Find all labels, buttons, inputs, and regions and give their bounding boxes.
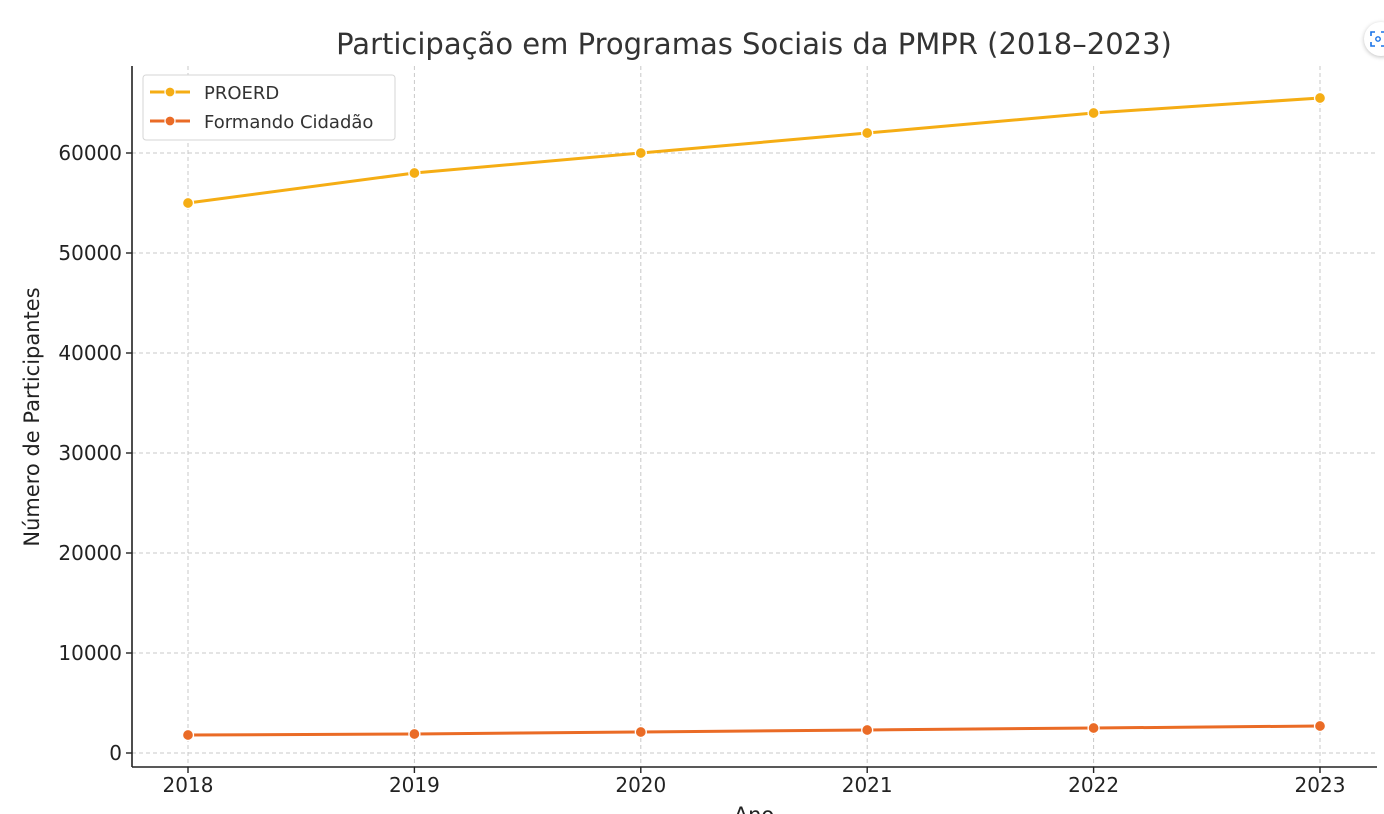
series-group bbox=[181, 91, 1327, 742]
x-tick-label: 2022 bbox=[1068, 773, 1119, 797]
y-axis-ticks: 0 10000 20000 30000 40000 50000 60000 bbox=[58, 141, 132, 765]
data-point-formando-cidadao bbox=[1087, 721, 1100, 735]
data-point-proerd bbox=[861, 126, 874, 140]
x-tick-label: 2023 bbox=[1295, 773, 1346, 797]
x-tick-label: 2019 bbox=[389, 773, 440, 797]
data-point-proerd bbox=[181, 196, 195, 210]
data-point-proerd bbox=[634, 146, 647, 160]
legend-marker-formando-cidadao bbox=[164, 115, 176, 127]
data-point-formando-cidadao bbox=[1313, 719, 1327, 733]
corner-action-button[interactable] bbox=[1364, 22, 1384, 56]
y-tick-label: 20000 bbox=[58, 541, 122, 565]
data-point-formando-cidadao bbox=[408, 727, 421, 741]
y-axis-label: Número de Participantes bbox=[20, 287, 44, 546]
legend-label-formando-cidadao: Formando Cidadão bbox=[204, 112, 373, 133]
y-tick-label: 30000 bbox=[58, 441, 122, 465]
legend: PROERD Formando Cidadão bbox=[142, 74, 396, 141]
series-line-formando-cidadao bbox=[187, 724, 1321, 737]
x-tick-label: 2020 bbox=[615, 773, 666, 797]
x-tick-label: 2021 bbox=[842, 773, 893, 797]
x-tick-label: 2018 bbox=[163, 773, 214, 797]
scan-icon bbox=[1370, 31, 1384, 47]
x-axis-label: Ano bbox=[734, 803, 775, 814]
y-tick-label: 40000 bbox=[58, 341, 122, 365]
data-point-proerd bbox=[1313, 91, 1327, 105]
legend-label-proerd: PROERD bbox=[204, 83, 279, 104]
x-axis-ticks: 2018 2019 2020 2021 2022 2023 bbox=[163, 767, 1346, 797]
data-point-formando-cidadao bbox=[181, 728, 195, 742]
data-point-proerd bbox=[408, 166, 421, 180]
y-tick-label: 10000 bbox=[58, 641, 122, 665]
series-line-proerd bbox=[187, 96, 1321, 205]
y-tick-label: 0 bbox=[109, 741, 122, 765]
legend-marker-proerd bbox=[164, 86, 176, 98]
legend-box bbox=[142, 74, 396, 141]
axes bbox=[131, 66, 1377, 768]
grid bbox=[132, 66, 1377, 767]
chart-title: Participação em Programas Sociais da PMP… bbox=[336, 27, 1172, 61]
data-point-formando-cidadao bbox=[634, 725, 647, 739]
y-tick-label: 60000 bbox=[58, 141, 122, 165]
y-tick-label: 50000 bbox=[58, 241, 122, 265]
data-point-formando-cidadao bbox=[861, 723, 874, 737]
data-point-proerd bbox=[1087, 106, 1100, 120]
